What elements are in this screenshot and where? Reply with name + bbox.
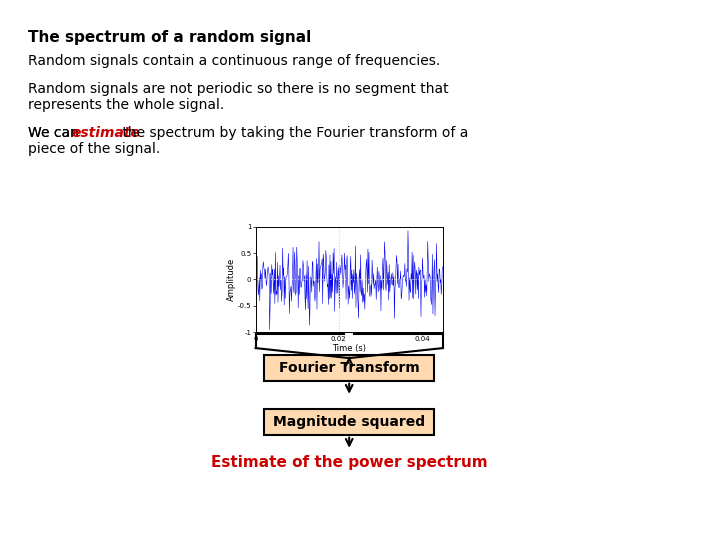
Text: Magnitude squared: Magnitude squared bbox=[273, 415, 426, 429]
Y-axis label: Amplitude: Amplitude bbox=[228, 258, 236, 301]
Text: Random signals are not periodic so there is no segment that: Random signals are not periodic so there… bbox=[28, 82, 449, 96]
Text: We can: We can bbox=[28, 126, 84, 140]
Text: estimate: estimate bbox=[71, 126, 140, 140]
X-axis label: Time (s): Time (s) bbox=[332, 343, 366, 353]
Text: the spectrum by taking the Fourier transform of a: the spectrum by taking the Fourier trans… bbox=[118, 126, 469, 140]
Text: Estimate of the power spectrum: Estimate of the power spectrum bbox=[211, 455, 487, 470]
Text: The spectrum of a random signal: The spectrum of a random signal bbox=[28, 30, 311, 45]
FancyBboxPatch shape bbox=[264, 355, 434, 381]
Text: piece of the signal.: piece of the signal. bbox=[28, 142, 161, 156]
Text: Random signals contain a continuous range of frequencies.: Random signals contain a continuous rang… bbox=[28, 54, 440, 68]
Text: represents the whole signal.: represents the whole signal. bbox=[28, 98, 224, 112]
Text: We can: We can bbox=[28, 126, 84, 140]
Text: Fourier Transform: Fourier Transform bbox=[279, 361, 420, 375]
FancyBboxPatch shape bbox=[264, 409, 434, 435]
